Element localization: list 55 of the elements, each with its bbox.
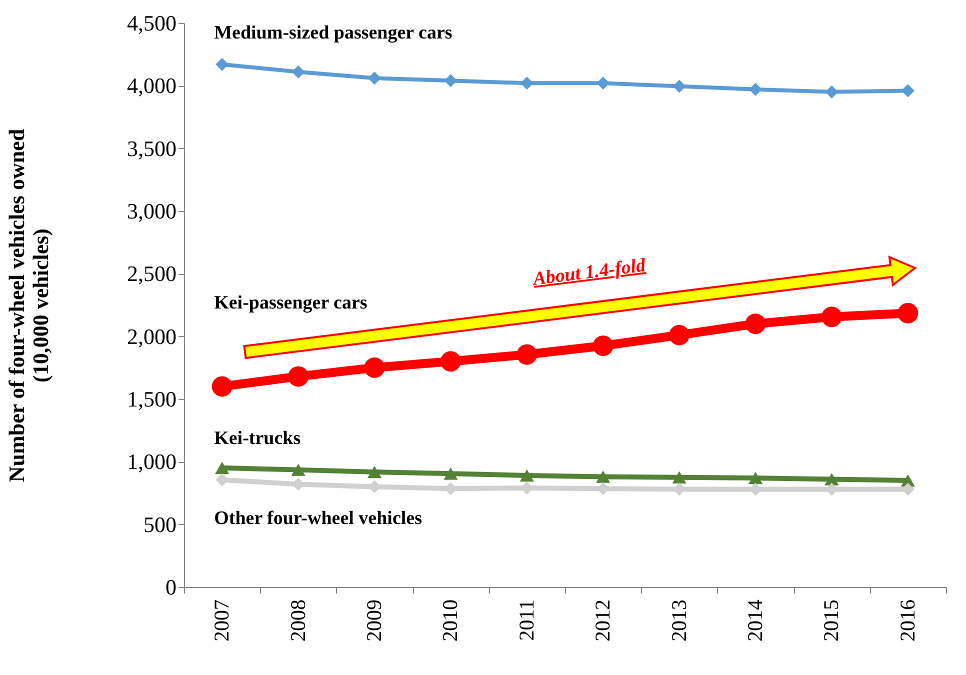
y-tick-label: 500 <box>144 512 176 537</box>
series-label: Other four-wheel vehicles <box>214 508 422 529</box>
y-tick-label: 1,500 <box>127 386 176 412</box>
x-tick-label: 2007 <box>210 600 234 642</box>
point <box>825 85 838 98</box>
point <box>748 472 763 484</box>
y-tick-label: 0 <box>166 574 176 600</box>
y-tick-label: 2,500 <box>127 261 176 286</box>
point <box>367 466 382 478</box>
point <box>821 306 842 328</box>
point <box>672 471 686 484</box>
point <box>745 314 766 334</box>
y-tick-label: 3,500 <box>127 136 176 161</box>
point <box>364 357 385 378</box>
point <box>516 344 538 365</box>
point <box>672 80 686 93</box>
point <box>748 82 762 96</box>
point <box>901 84 914 98</box>
point <box>520 76 534 90</box>
y-tick-label: 2,000 <box>127 324 176 349</box>
y-tick-label: 1,000 <box>127 449 176 474</box>
point <box>592 336 614 356</box>
x-tick-label: 2016 <box>895 600 920 642</box>
point <box>291 464 306 476</box>
x-tick-label: 2011 <box>514 600 538 641</box>
annotation: About 1.4-fold <box>530 255 648 290</box>
x-tick-label: 2009 <box>362 600 386 642</box>
point <box>444 74 458 88</box>
point <box>596 470 610 483</box>
y-tick-label: 4,000 <box>127 73 176 98</box>
x-tick-label: 2014 <box>743 599 767 642</box>
point <box>520 469 534 482</box>
point <box>440 351 461 372</box>
point <box>292 65 305 78</box>
x-tick-label: 2012 <box>590 600 615 642</box>
point <box>669 324 690 346</box>
y-axis-title: Number of four-wheel vehicles owned (10,000 vehicles) <box>4 128 53 482</box>
text: Kei-passenger cars <box>214 292 368 314</box>
point <box>596 76 610 90</box>
y-tick-label: 4,500 <box>127 10 176 36</box>
point <box>288 366 309 387</box>
point <box>368 72 382 85</box>
series-label: Kei-trucks <box>214 428 301 449</box>
x-tick-label: 2015 <box>819 600 844 642</box>
y-tick-label: 3,000 <box>127 198 176 224</box>
series-label: Medium-sized passenger cars <box>214 22 452 44</box>
point <box>444 467 458 480</box>
x-tick-label: 2008 <box>286 600 310 642</box>
point <box>216 58 229 71</box>
point <box>212 376 232 397</box>
point <box>824 473 839 486</box>
x-tick-label: 2013 <box>666 600 691 642</box>
x-tick-label: 2010 <box>438 600 462 642</box>
point <box>898 302 918 324</box>
point <box>215 462 230 474</box>
